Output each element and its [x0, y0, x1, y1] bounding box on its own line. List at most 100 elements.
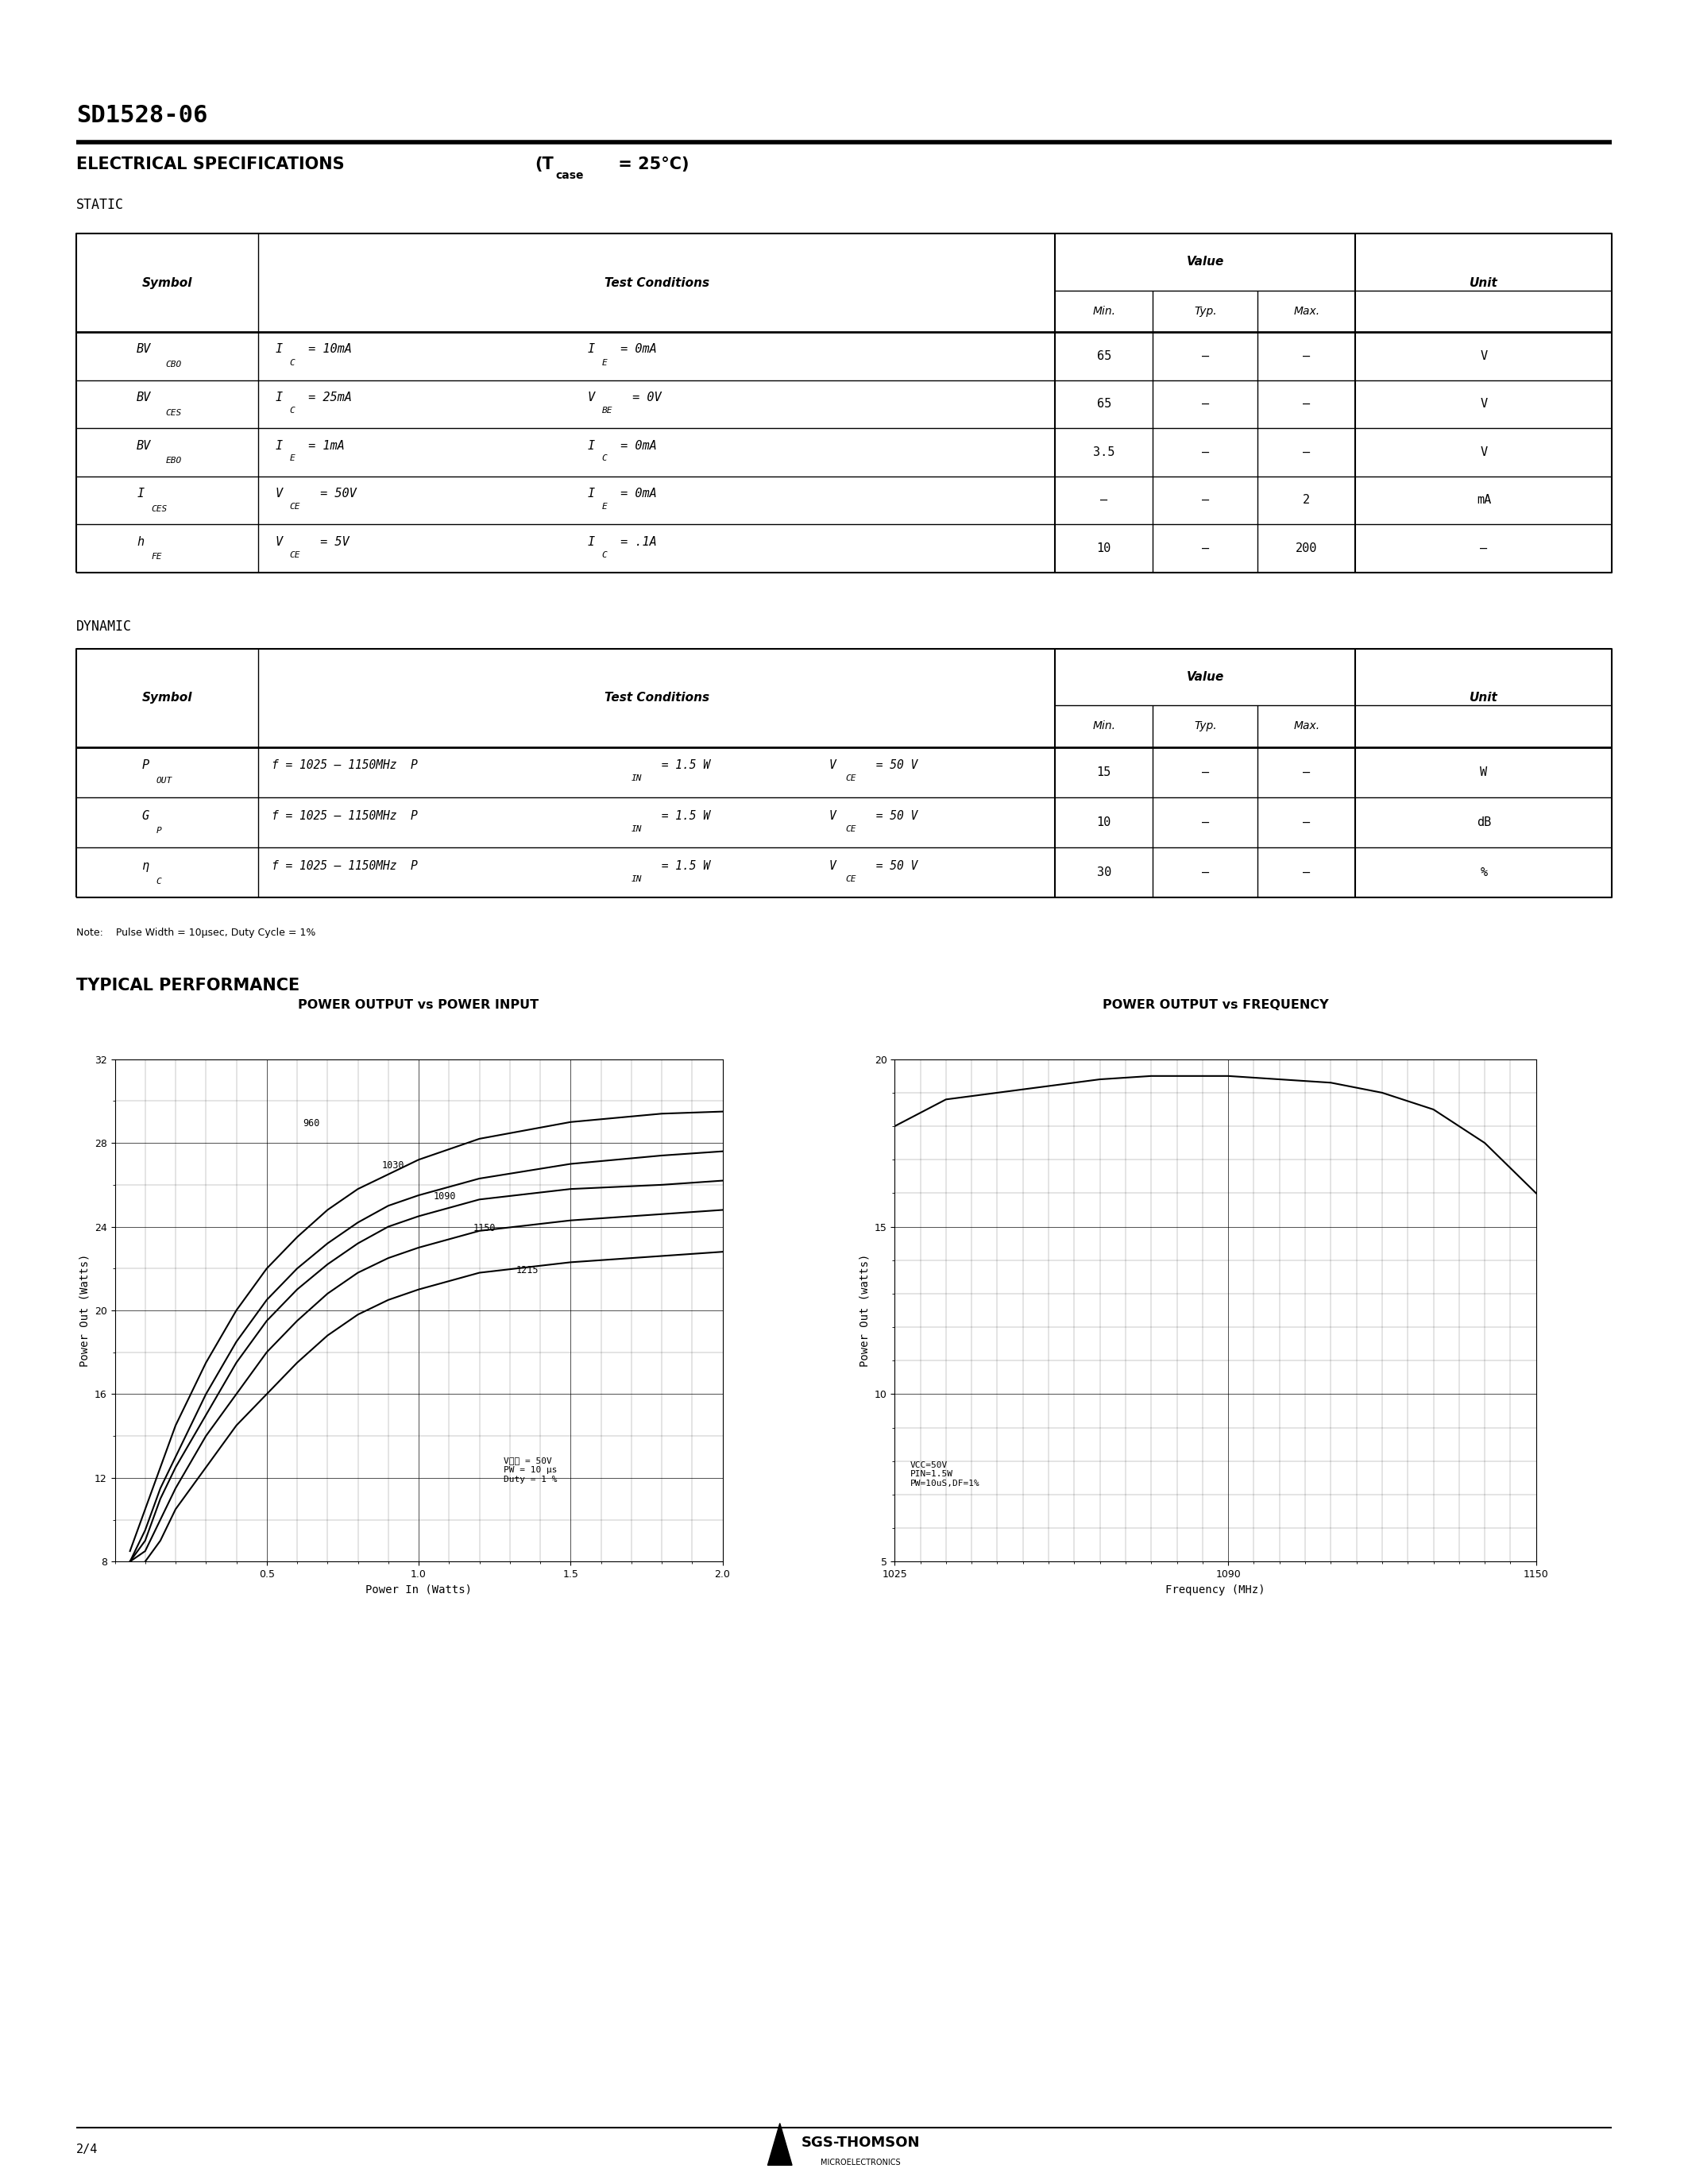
Text: C: C: [601, 550, 608, 559]
Text: = 0mA: = 0mA: [614, 343, 657, 356]
Text: V: V: [1480, 397, 1487, 411]
Text: E: E: [601, 502, 608, 511]
Text: BE: BE: [601, 406, 613, 415]
Text: W: W: [1480, 767, 1487, 778]
Text: f = 1025 — 1150MHz  P: f = 1025 — 1150MHz P: [272, 760, 417, 771]
Text: CE: CE: [846, 775, 856, 782]
Text: 3.5: 3.5: [1094, 446, 1114, 459]
Text: Typ.: Typ.: [1193, 721, 1217, 732]
Text: —: —: [1303, 349, 1310, 363]
Text: %: %: [1480, 867, 1487, 878]
Text: V: V: [587, 391, 594, 404]
Text: = 5V: = 5V: [314, 535, 349, 548]
Text: Unit: Unit: [1470, 692, 1497, 703]
Text: V: V: [829, 760, 836, 771]
Text: Test Conditions: Test Conditions: [604, 277, 709, 288]
Text: = 25mA: = 25mA: [302, 391, 353, 404]
Text: MICROELECTRONICS: MICROELECTRONICS: [820, 2158, 901, 2167]
Text: 10: 10: [1097, 542, 1111, 555]
Text: —: —: [1480, 542, 1487, 555]
Text: BV: BV: [137, 439, 152, 452]
Text: VCC=50V
PIN=1.5W
PW=10uS,DF=1%: VCC=50V PIN=1.5W PW=10uS,DF=1%: [910, 1461, 979, 1487]
Text: f = 1025 — 1150MHz  P: f = 1025 — 1150MHz P: [272, 860, 417, 871]
Text: —: —: [1202, 446, 1209, 459]
Text: C: C: [290, 358, 295, 367]
Text: I: I: [587, 439, 594, 452]
Text: = 25°C): = 25°C): [613, 157, 689, 173]
Text: CBO: CBO: [165, 360, 182, 369]
Y-axis label: Power Out (watts): Power Out (watts): [859, 1254, 869, 1367]
Text: 15: 15: [1097, 767, 1111, 778]
Text: C: C: [155, 878, 162, 885]
Text: I: I: [587, 535, 594, 548]
Text: 65: 65: [1097, 397, 1111, 411]
Text: V: V: [1480, 349, 1487, 363]
Text: = 0V: = 0V: [625, 391, 662, 404]
Text: —: —: [1303, 817, 1310, 828]
Text: Note:    Pulse Width = 10μsec, Duty Cycle = 1%: Note: Pulse Width = 10μsec, Duty Cycle =…: [76, 928, 316, 937]
Text: CE: CE: [290, 550, 300, 559]
Text: 30: 30: [1097, 867, 1111, 878]
Text: Vᴄᴄ = 50V
PW = 10 μs
Duty = 1 %: Vᴄᴄ = 50V PW = 10 μs Duty = 1 %: [503, 1457, 557, 1483]
Text: STATIC: STATIC: [76, 197, 123, 212]
Text: I: I: [275, 439, 282, 452]
Text: SD1528-06: SD1528-06: [76, 103, 208, 127]
Text: V: V: [1480, 446, 1487, 459]
Text: I: I: [275, 391, 282, 404]
Text: 2: 2: [1303, 494, 1310, 507]
X-axis label: Frequency (MHz): Frequency (MHz): [1165, 1583, 1266, 1594]
Text: BV: BV: [137, 343, 152, 356]
Text: 65: 65: [1097, 349, 1111, 363]
Text: 1090: 1090: [434, 1192, 456, 1201]
Text: Symbol: Symbol: [142, 692, 192, 703]
Text: Value: Value: [1187, 670, 1224, 684]
Text: mA: mA: [1477, 494, 1491, 507]
Text: (T: (T: [535, 157, 554, 173]
Text: ELECTRICAL SPECIFICATIONS: ELECTRICAL SPECIFICATIONS: [76, 157, 349, 173]
Text: 1030: 1030: [381, 1160, 405, 1171]
Text: η: η: [142, 860, 149, 871]
Text: —: —: [1202, 867, 1209, 878]
Text: IN: IN: [631, 826, 641, 832]
Text: G: G: [142, 810, 149, 821]
Text: 2/4: 2/4: [76, 2143, 98, 2156]
Text: Test Conditions: Test Conditions: [604, 692, 709, 703]
Y-axis label: Power Out (Watts): Power Out (Watts): [79, 1254, 89, 1367]
Text: —: —: [1202, 349, 1209, 363]
Text: C: C: [290, 406, 295, 415]
Text: I: I: [275, 343, 282, 356]
Text: Symbol: Symbol: [142, 277, 192, 288]
Text: —: —: [1202, 397, 1209, 411]
Text: —: —: [1202, 494, 1209, 507]
Text: I: I: [587, 487, 594, 500]
Text: P: P: [142, 760, 149, 771]
Text: —: —: [1303, 767, 1310, 778]
Text: = 50 V: = 50 V: [869, 810, 918, 821]
Text: V: V: [829, 810, 836, 821]
Text: IN: IN: [631, 775, 641, 782]
Text: SGS-THOMSON: SGS-THOMSON: [802, 2136, 920, 2149]
Text: IN: IN: [631, 876, 641, 882]
Text: EBO: EBO: [165, 456, 182, 465]
X-axis label: Power In (Watts): Power In (Watts): [365, 1583, 473, 1594]
Text: V: V: [275, 487, 282, 500]
Text: = 10mA: = 10mA: [302, 343, 353, 356]
Text: V: V: [829, 860, 836, 871]
Text: FE: FE: [152, 553, 162, 561]
Text: P: P: [155, 828, 162, 834]
Text: —: —: [1101, 494, 1107, 507]
Text: = .1A: = .1A: [614, 535, 657, 548]
Text: CE: CE: [290, 502, 300, 511]
Text: 10: 10: [1097, 817, 1111, 828]
Text: = 1.5 W: = 1.5 W: [655, 860, 711, 871]
Text: I: I: [137, 487, 143, 500]
Text: —: —: [1202, 542, 1209, 555]
Text: dB: dB: [1477, 817, 1491, 828]
Text: V: V: [275, 535, 282, 548]
Text: —: —: [1303, 446, 1310, 459]
Text: case: case: [555, 170, 584, 181]
Text: = 0mA: = 0mA: [614, 439, 657, 452]
Text: Value: Value: [1187, 256, 1224, 269]
Text: 960: 960: [304, 1118, 321, 1129]
Text: Min.: Min.: [1092, 721, 1116, 732]
